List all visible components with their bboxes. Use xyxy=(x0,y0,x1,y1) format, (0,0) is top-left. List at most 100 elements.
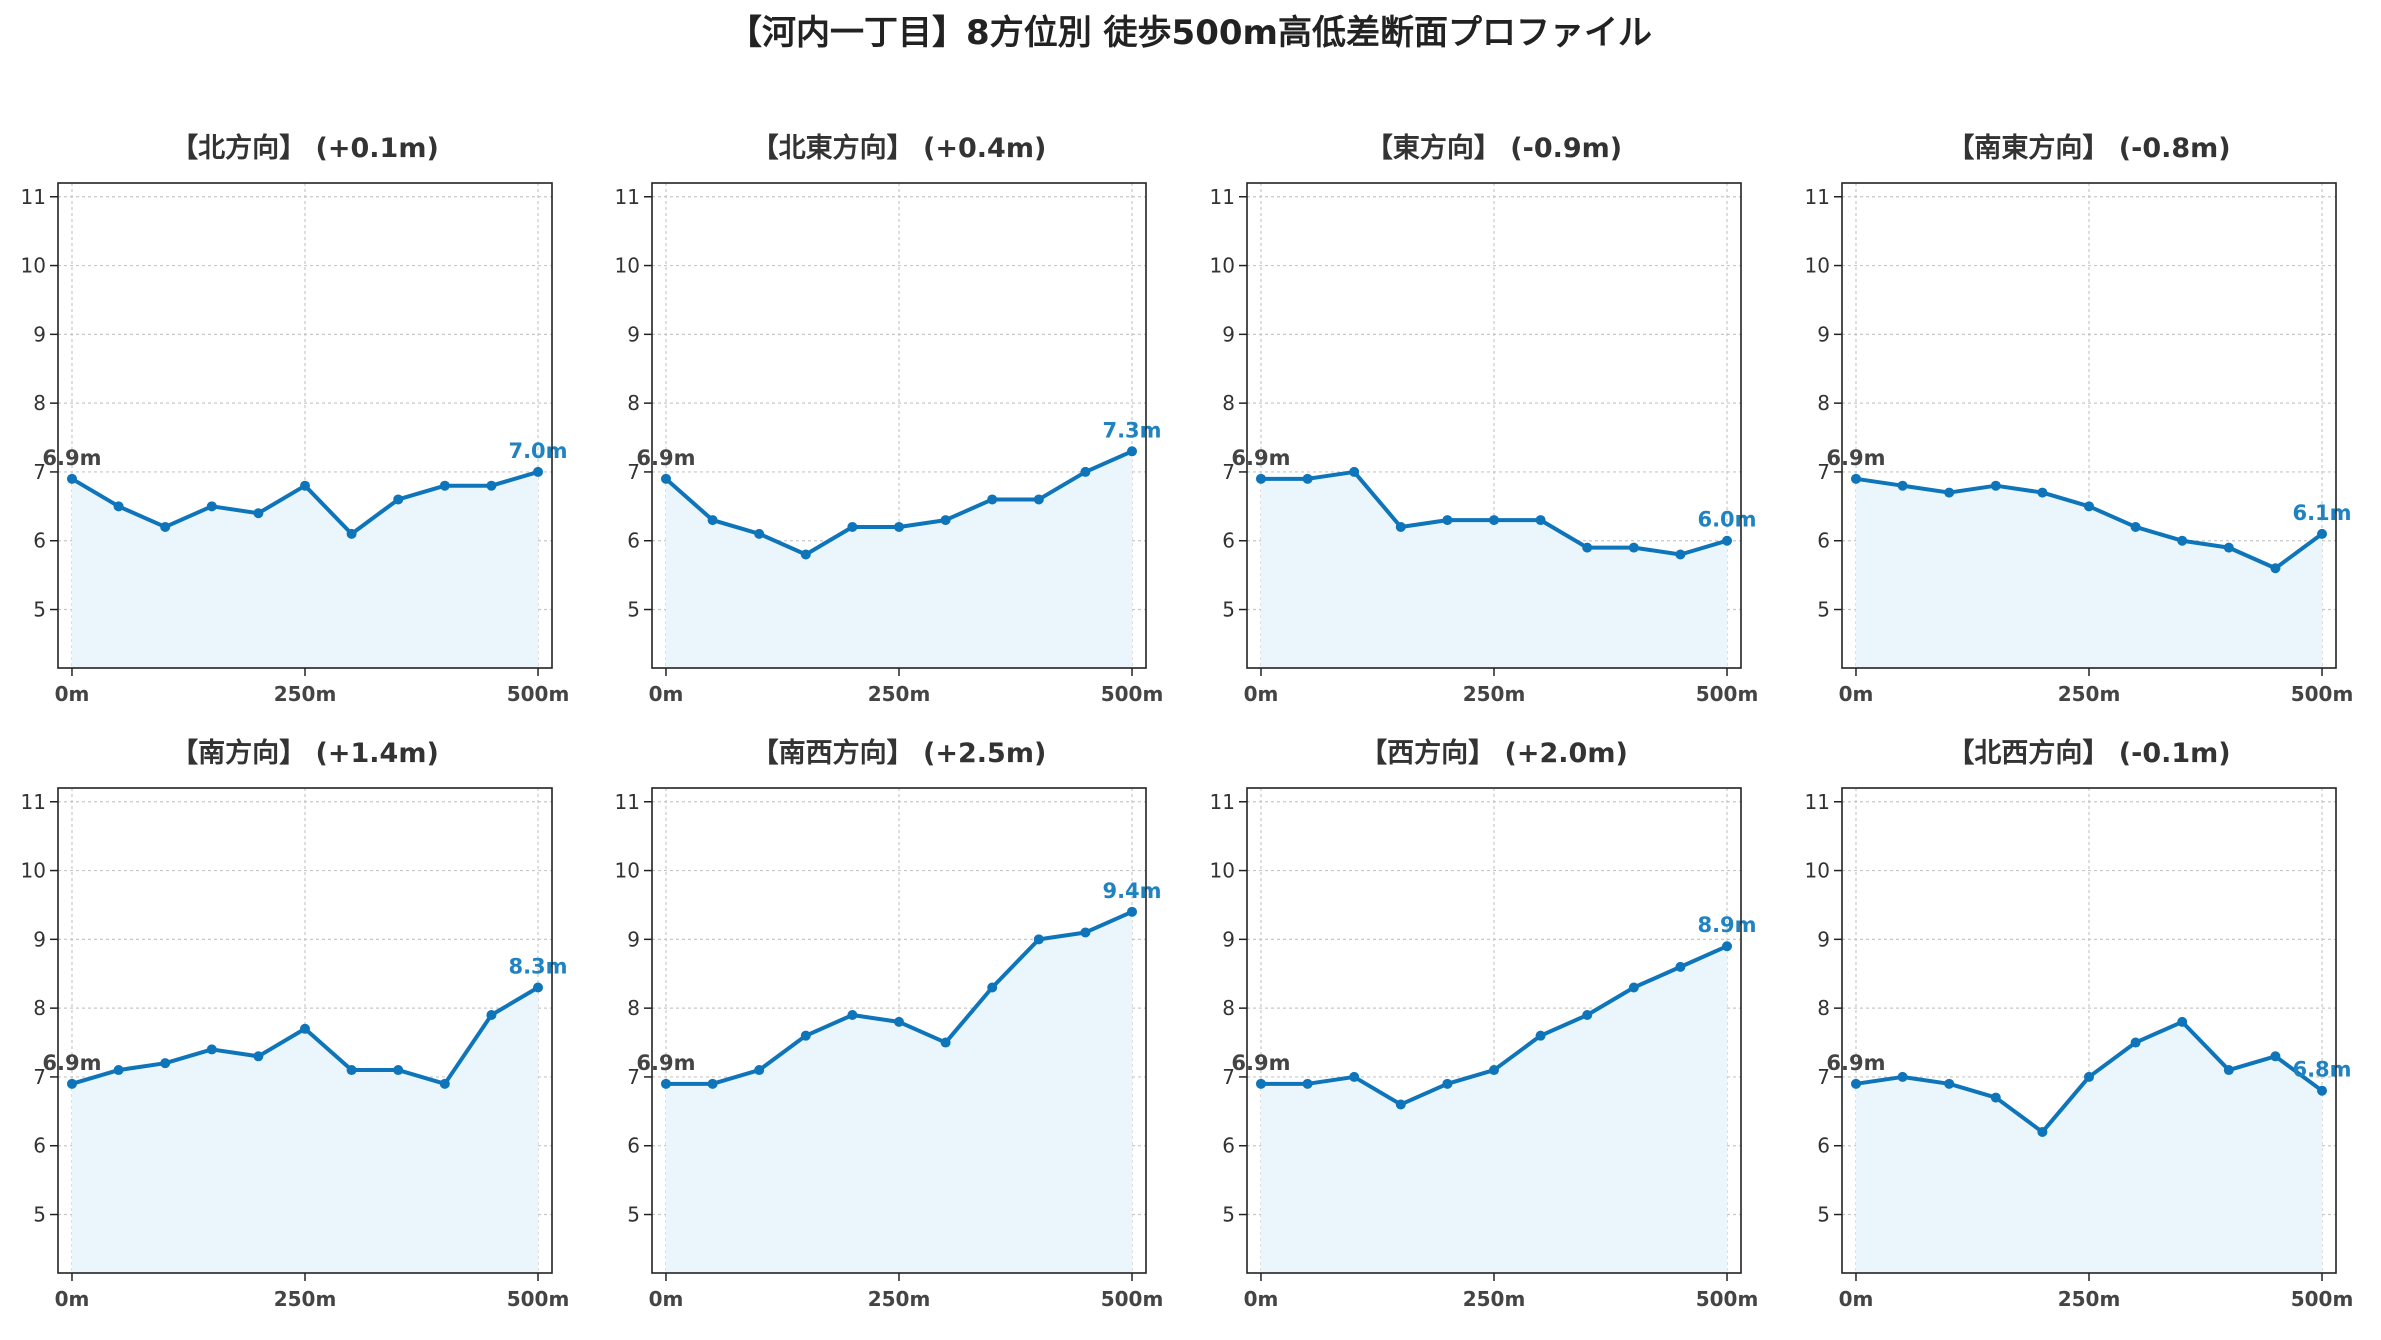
elevation-point xyxy=(1897,1071,1908,1082)
elevation-point xyxy=(940,1037,951,1048)
elevation-point xyxy=(346,1065,357,1076)
elevation-point xyxy=(2223,1065,2234,1076)
elevation-point xyxy=(2130,521,2141,532)
y-tick-label: 8 xyxy=(1817,996,1830,1020)
elevation-point xyxy=(1302,473,1313,484)
y-tick-label: 9 xyxy=(33,322,46,346)
elevation-point xyxy=(987,982,998,993)
elevation-point xyxy=(1897,480,1908,491)
elevation-point xyxy=(1675,549,1686,560)
elevation-point xyxy=(2037,1126,2048,1137)
elevation-point xyxy=(533,466,544,477)
y-tick-label: 6 xyxy=(33,1134,46,1158)
x-tick-label: 500m xyxy=(507,1287,570,1311)
panel-title: 【南東方向】 (-0.8m) xyxy=(1947,132,2230,164)
elevation-point xyxy=(253,508,264,519)
elevation-area xyxy=(1855,478,2323,668)
elevation-point xyxy=(1722,941,1733,952)
direction-panel: 【南西方向】 (+2.5m) 5 6 7 8 9 10 11 0m 250m 500m 6.9m 9.4… xyxy=(615,737,1164,1311)
x-tick-label: 500m xyxy=(2291,682,2354,706)
x-tick-label: 0m xyxy=(55,682,90,706)
elevation-point xyxy=(1302,1078,1313,1089)
elevation-point xyxy=(1489,515,1499,526)
y-tick-label: 6 xyxy=(627,529,640,553)
x-tick-label: 0m xyxy=(55,1287,90,1311)
y-tick-label: 10 xyxy=(21,254,46,278)
elevation-area xyxy=(71,987,539,1273)
y-tick-label: 5 xyxy=(33,1203,46,1227)
elevation-point xyxy=(1582,542,1593,553)
elevation-point xyxy=(486,1010,497,1021)
start-elevation-label: 6.9m xyxy=(1231,1051,1290,1075)
elevation-point xyxy=(253,1051,264,1062)
panel-title: 【北東方向】 (+0.4m) xyxy=(752,132,1047,164)
elevation-point xyxy=(894,521,904,532)
y-tick-label: 10 xyxy=(1210,254,1235,278)
elevation-point xyxy=(1850,1078,1861,1089)
elevation-point xyxy=(987,494,998,505)
elevation-point xyxy=(2317,528,2328,539)
y-tick-label: 9 xyxy=(1222,927,1235,951)
y-tick-label: 8 xyxy=(1222,391,1235,415)
panel-title: 【北西方向】 (-0.1m) xyxy=(1947,737,2230,769)
axes-frame xyxy=(57,787,553,1274)
x-tick-label: 0m xyxy=(649,1287,684,1311)
y-tick-label: 5 xyxy=(33,598,46,622)
x-tick-label: 250m xyxy=(274,682,337,706)
elevation-point xyxy=(113,501,124,512)
elevation-point xyxy=(300,1023,310,1034)
elevation-point xyxy=(2177,1016,2188,1027)
elevation-point xyxy=(847,521,858,532)
elevation-point xyxy=(160,521,171,532)
panel-title: 【南方向】 (+1.4m) xyxy=(171,737,439,769)
x-tick-label: 500m xyxy=(1696,682,1759,706)
elevation-point xyxy=(1675,961,1686,972)
y-tick-label: 11 xyxy=(1210,790,1235,814)
elevation-point xyxy=(2317,1085,2328,1096)
y-tick-label: 7 xyxy=(1817,1065,1830,1089)
figure-title: 【河内一丁目】8方位別 徒歩500m高低差断面プロファイル xyxy=(728,13,1652,53)
y-tick-label: 10 xyxy=(21,859,46,883)
y-tick-label: 6 xyxy=(1222,1134,1235,1158)
elevation-area xyxy=(665,451,1133,668)
x-tick-label: 250m xyxy=(274,1287,337,1311)
y-tick-label: 10 xyxy=(1805,859,1830,883)
start-elevation-label: 6.9m xyxy=(1231,446,1290,470)
panel-title: 【北方向】 (+0.1m) xyxy=(171,132,439,164)
start-elevation-label: 6.9m xyxy=(636,446,695,470)
y-tick-label: 5 xyxy=(1817,1203,1830,1227)
elevation-point xyxy=(1489,1065,1499,1076)
elevation-point xyxy=(1395,521,1406,532)
end-elevation-label: 6.0m xyxy=(1697,508,1756,532)
elevation-point xyxy=(206,501,217,512)
direction-panels: 【北方向】 (+0.1m) 5 6 7 8 9 10 11 0m 250m 500m 6.9m 7.0m… xyxy=(21,132,2354,1311)
elevation-point xyxy=(2084,501,2094,512)
axes-frame xyxy=(651,787,1147,1274)
elevation-point xyxy=(847,1010,858,1021)
elevation-point xyxy=(2037,487,2048,498)
y-tick-label: 8 xyxy=(1222,996,1235,1020)
panel-title: 【西方向】 (+2.0m) xyxy=(1360,737,1628,769)
elevation-point xyxy=(707,515,718,526)
elevation-point xyxy=(439,1078,450,1089)
end-elevation-label: 7.0m xyxy=(508,439,567,463)
elevation-point xyxy=(754,528,765,539)
elevation-point xyxy=(1535,515,1546,526)
elevation-point xyxy=(1349,1071,1360,1082)
elevation-area xyxy=(665,911,1133,1273)
elevation-point xyxy=(439,480,450,491)
y-tick-label: 11 xyxy=(1210,185,1235,209)
x-tick-label: 0m xyxy=(1244,682,1279,706)
x-tick-label: 0m xyxy=(1839,1287,1874,1311)
axes-frame xyxy=(1841,182,2337,669)
elevation-point xyxy=(800,549,811,560)
panel-title: 【南西方向】 (+2.5m) xyxy=(752,737,1047,769)
axes-frame xyxy=(1246,787,1742,1274)
elevation-point xyxy=(660,1078,671,1089)
start-elevation-label: 6.9m xyxy=(636,1051,695,1075)
axes-frame xyxy=(1246,182,1742,669)
elevation-area xyxy=(71,471,539,668)
y-tick-label: 11 xyxy=(21,790,46,814)
elevation-area xyxy=(1260,471,1728,668)
y-tick-label: 8 xyxy=(33,996,46,1020)
